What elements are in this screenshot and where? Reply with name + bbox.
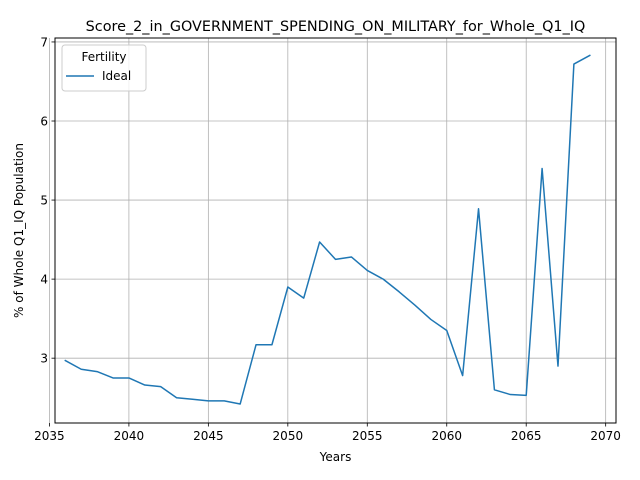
x-tick-label: 2070	[590, 429, 621, 443]
x-tick-label: 2040	[114, 429, 145, 443]
legend-title: Fertility	[81, 50, 126, 64]
y-tick-label: 5	[40, 194, 48, 208]
series-layer	[64, 54, 591, 405]
x-axis-title: Years	[319, 450, 352, 464]
y-tick-label: 6	[40, 115, 48, 129]
x-tick-label: 2050	[273, 429, 304, 443]
y-tick-label: 7	[40, 35, 48, 49]
x-tick-label: 2065	[511, 429, 542, 443]
legend-label: Ideal	[102, 69, 131, 83]
y-axis-title: % of Whole Q1_IQ Population	[12, 143, 26, 318]
chart-title: Score_2_in_GOVERNMENT_SPENDING_ON_MILITA…	[86, 19, 586, 35]
legend-box	[61, 44, 147, 92]
plot-frame	[54, 37, 617, 424]
grid	[49, 38, 616, 423]
x-tick-label: 2035	[34, 429, 65, 443]
x-tick-label: 2060	[431, 429, 462, 443]
axis-ticks: 2035 2040 2045 2050 2055 2060 2065 2070 3 4 5 6 7	[34, 35, 621, 443]
x-tick-label: 2055	[352, 429, 383, 443]
y-tick-label: 4	[40, 273, 48, 287]
y-tick-label: 3	[40, 352, 48, 366]
x-tick-label: 2045	[193, 429, 224, 443]
series-line	[64, 54, 591, 405]
legend: Fertility Ideal	[61, 44, 147, 92]
